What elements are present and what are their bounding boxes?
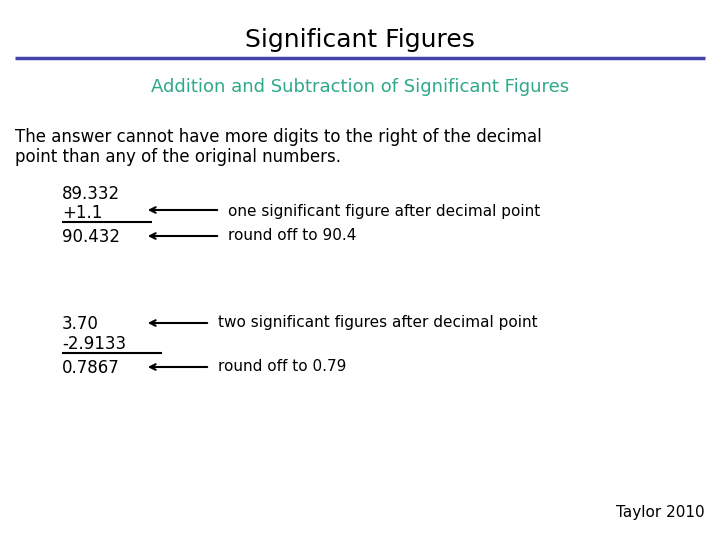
Text: Taylor 2010: Taylor 2010 [616,505,705,520]
Text: two significant figures after decimal point: two significant figures after decimal po… [218,315,538,330]
Text: 90.432: 90.432 [62,228,120,246]
Text: 3.70: 3.70 [62,315,99,333]
Text: The answer cannot have more digits to the right of the decimal: The answer cannot have more digits to th… [15,128,541,146]
Text: 89.332: 89.332 [62,185,120,203]
Text: round off to 0.79: round off to 0.79 [218,359,346,374]
Text: Significant Figures: Significant Figures [245,28,475,52]
Text: 0.7867: 0.7867 [62,359,120,377]
Text: point than any of the original numbers.: point than any of the original numbers. [15,148,341,166]
Text: -2.9133: -2.9133 [62,335,126,353]
Text: round off to 90.4: round off to 90.4 [228,228,356,243]
Text: one significant figure after decimal point: one significant figure after decimal poi… [228,204,540,219]
Text: Addition and Subtraction of Significant Figures: Addition and Subtraction of Significant … [151,78,569,96]
Text: +1.1: +1.1 [62,204,102,222]
